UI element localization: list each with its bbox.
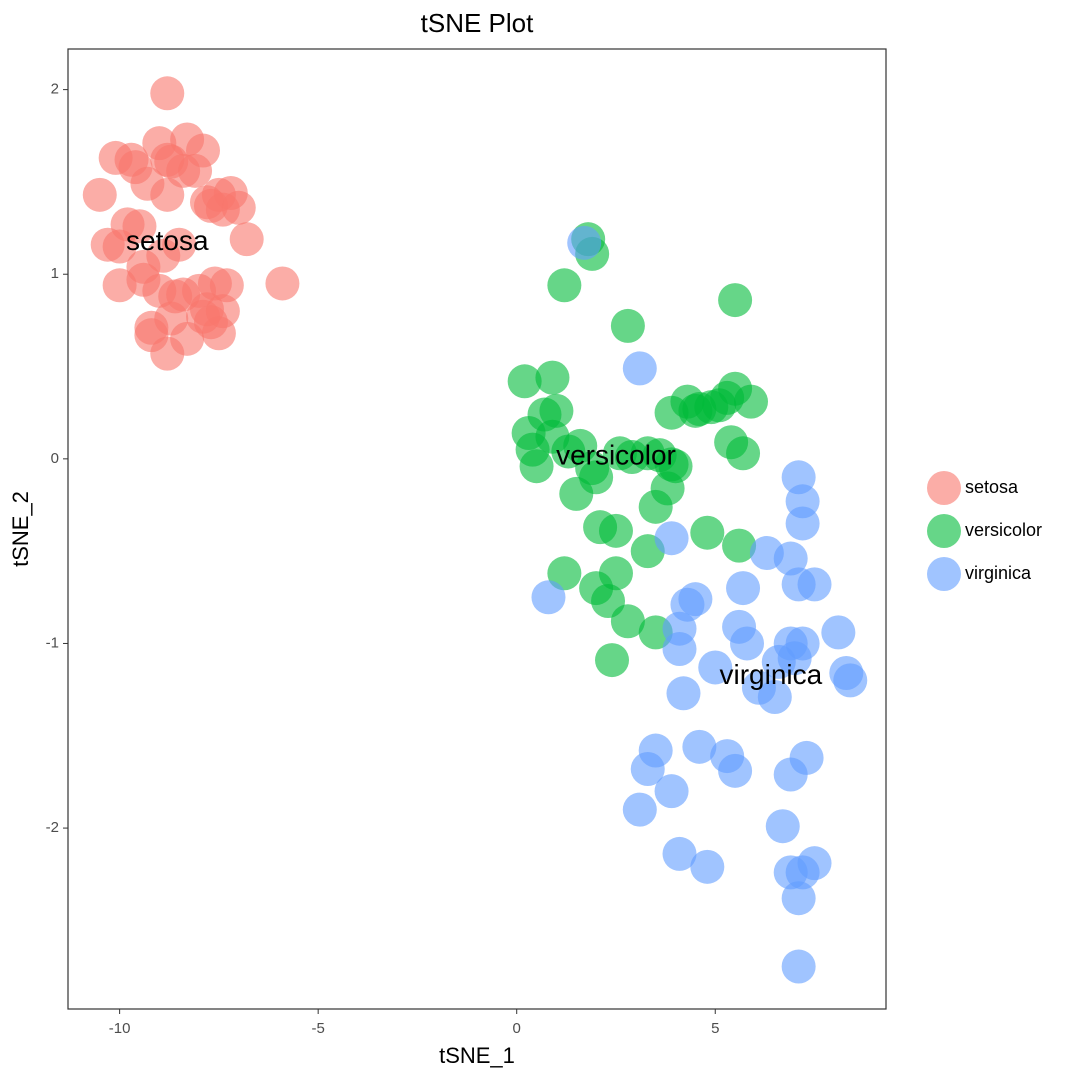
point-versicolor (539, 393, 574, 428)
y-tick-label: -1 (46, 634, 59, 651)
point-virginica (622, 351, 657, 386)
cluster-labels: setosa versicolor virginica (126, 225, 823, 690)
legend-label-versicolor: versicolor (965, 520, 1042, 540)
point-virginica (662, 836, 697, 871)
point-versicolor (702, 388, 737, 423)
y-tick-label: -2 (46, 819, 59, 836)
point-virginica (726, 571, 761, 606)
point-virginica (666, 676, 701, 711)
cluster-label-setosa: setosa (126, 225, 209, 256)
point-virginica (654, 774, 689, 809)
point-versicolor (547, 268, 582, 303)
point-virginica (781, 881, 816, 916)
x-tick-label: 5 (711, 1020, 719, 1037)
point-versicolor (598, 556, 633, 591)
point-virginica (567, 225, 602, 260)
y-axis-label: tSNE_2 (8, 491, 33, 567)
point-virginica (781, 949, 816, 984)
point-setosa (221, 190, 256, 225)
point-virginica (622, 792, 657, 827)
point-virginica (654, 521, 689, 556)
point-versicolor (610, 604, 645, 639)
y-tick-label: 2 (51, 81, 59, 98)
point-virginica (698, 650, 733, 685)
point-setosa (150, 177, 185, 212)
x-tick-label: -10 (109, 1020, 131, 1037)
point-setosa (162, 227, 197, 262)
legend-label-virginica: virginica (965, 563, 1032, 583)
point-versicolor (610, 308, 645, 343)
point-virginica (777, 641, 812, 676)
y-tick-label: 0 (51, 450, 59, 467)
legend-label-setosa: setosa (965, 477, 1019, 497)
point-setosa (150, 142, 185, 177)
point-virginica (773, 541, 808, 576)
point-virginica (531, 580, 566, 615)
point-versicolor (733, 384, 768, 419)
point-virginica (833, 663, 868, 698)
cluster-label-versicolor: versicolor (556, 439, 676, 470)
point-versicolor (658, 449, 693, 484)
x-tick-label: 0 (513, 1020, 521, 1037)
points-layer (82, 76, 868, 984)
point-setosa (134, 310, 169, 345)
cluster-label-virginica: virginica (719, 659, 822, 690)
point-virginica (690, 849, 725, 884)
point-virginica (773, 855, 808, 890)
point-virginica (718, 753, 753, 788)
point-versicolor (519, 449, 554, 484)
legend: setosa versicolor virginica (927, 471, 1042, 591)
x-tick-label: -5 (311, 1020, 324, 1037)
legend-key-setosa (927, 471, 961, 505)
point-setosa (178, 153, 213, 188)
point-virginica (821, 615, 856, 650)
point-setosa (205, 294, 240, 329)
point-virginica (630, 752, 665, 786)
point-virginica (662, 632, 697, 666)
point-versicolor (726, 436, 761, 471)
point-versicolor (722, 528, 757, 563)
point-setosa (229, 222, 264, 257)
point-setosa (122, 209, 157, 244)
point-versicolor (535, 360, 570, 395)
plot-panel (67, 48, 887, 1010)
point-setosa (265, 266, 300, 301)
point-setosa (182, 273, 217, 308)
point-versicolor (547, 556, 582, 591)
point-virginica (773, 757, 808, 792)
point-virginica (781, 567, 816, 602)
point-versicolor (507, 364, 542, 399)
point-virginica (730, 626, 765, 661)
legend-key-versicolor (927, 514, 961, 548)
chart-title: tSNE Plot (421, 8, 534, 38)
legend-key-virginica (927, 557, 961, 591)
point-versicolor (559, 476, 594, 511)
point-virginica (682, 729, 717, 764)
point-setosa (150, 336, 185, 371)
point-virginica (757, 680, 792, 714)
point-setosa (209, 268, 244, 303)
point-setosa (82, 177, 117, 212)
point-virginica (765, 809, 800, 844)
point-versicolor (595, 643, 630, 678)
point-setosa (150, 76, 185, 111)
y-tick-label: 1 (51, 265, 59, 282)
point-versicolor (690, 515, 725, 550)
x-axis-label: tSNE_1 (439, 1043, 515, 1068)
point-versicolor (598, 513, 633, 548)
point-versicolor (718, 283, 753, 318)
point-virginica (785, 506, 820, 541)
